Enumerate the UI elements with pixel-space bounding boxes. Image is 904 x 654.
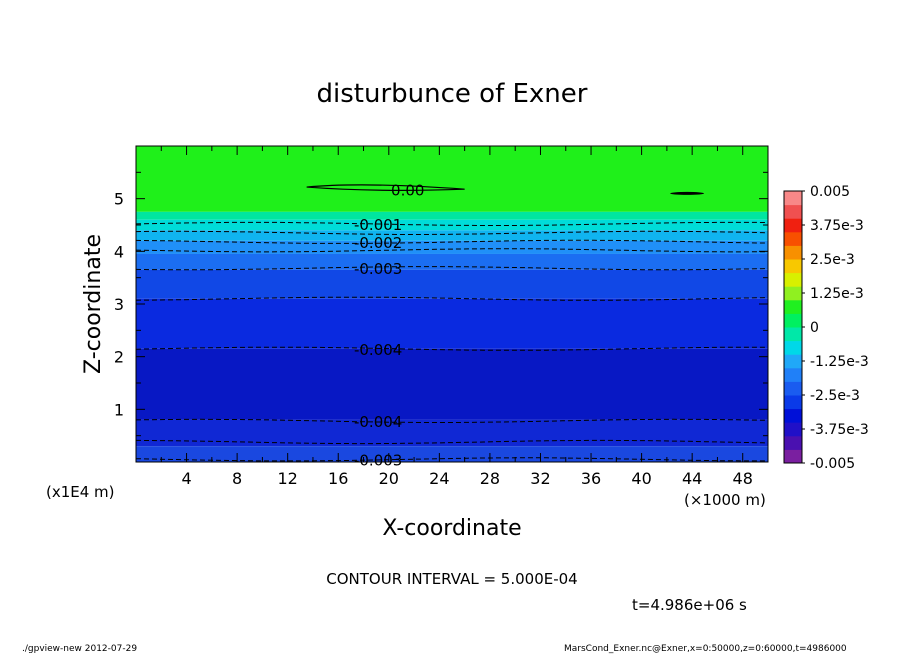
x-tick-label: 40 <box>631 469 651 488</box>
colorbar-segment <box>784 340 802 355</box>
footer-right: MarsCond_Exner.nc@Exner,x=0:50000,z=0:60… <box>564 644 847 654</box>
contour-label: -0.003 <box>354 451 402 469</box>
colorbar-segment <box>784 245 802 260</box>
y-tick-label: 1 <box>114 400 124 419</box>
colorbar-labels: 0.005 3.75e-3 2.5e-3 1.25e-3 0 -1.25e-3 -2.5e-… <box>802 184 869 472</box>
colorbar-segment <box>784 327 802 342</box>
colorbar <box>784 191 802 464</box>
colorbar-segment <box>784 259 802 274</box>
contour-interval-text: CONTOUR INTERVAL = 5.000E-04 <box>326 570 577 588</box>
contour-line <box>135 221 769 226</box>
y-tick-label: 5 <box>114 190 124 209</box>
colorbar-segment <box>784 435 802 450</box>
contour-line <box>135 239 769 244</box>
colorbar-label: 0 <box>810 320 819 336</box>
x-tick-label: 44 <box>682 469 702 488</box>
colorbar-label: 1.25e-3 <box>810 286 864 302</box>
contour-line <box>135 248 768 253</box>
color-band <box>136 269 768 299</box>
colorbar-label: -1.25e-3 <box>810 354 869 370</box>
x-tick-label: 16 <box>328 469 348 488</box>
contour-label: -0.001 <box>354 216 402 234</box>
colorbar-segment <box>784 381 802 396</box>
x-axis-title: X-coordinate <box>382 516 521 541</box>
color-band <box>136 211 768 220</box>
colorbar-segment <box>784 408 802 423</box>
x-tick-label: 8 <box>232 469 242 488</box>
colorbar-segment <box>784 272 802 287</box>
colorbar-segment <box>784 422 802 437</box>
contour-line <box>135 457 768 462</box>
colorbar-label: -0.005 <box>810 456 855 472</box>
x-tick-label: 36 <box>581 469 601 488</box>
colorbar-segment <box>784 354 802 369</box>
x-tick-label: 24 <box>429 469 449 488</box>
colorbar-segment <box>784 191 802 206</box>
colorbar-segment <box>784 286 802 301</box>
x-tick-label: 28 <box>480 469 500 488</box>
contour-lines: -0.001-0.002 -0.003 -0.004 -0.004 -0.003 <box>135 216 769 469</box>
y-tick-label: 4 <box>114 242 124 261</box>
contour-line <box>135 418 769 423</box>
zero-contours: 0.00 <box>306 181 705 199</box>
x-tick-label: 48 <box>733 469 753 488</box>
colorbar-label: 3.75e-3 <box>810 218 864 234</box>
chart-title: disturbunce of Exner <box>317 79 588 109</box>
color-band <box>136 240 768 254</box>
zero-contour-label: 0.00 <box>391 181 424 199</box>
contour-label: -0.004 <box>354 341 402 359</box>
y-tick-label: 3 <box>114 295 124 314</box>
time-text: t=4.986e+06 s <box>632 596 747 614</box>
contour-label: -0.004 <box>354 413 402 431</box>
x-tick-label: 4 <box>181 469 191 488</box>
color-band <box>136 348 768 420</box>
footer-left: ./gpview-new 2012-07-29 <box>22 644 137 654</box>
contour-line <box>135 230 769 235</box>
y-tick-label: 2 <box>114 348 124 367</box>
colorbar-segment <box>784 299 802 314</box>
color-band <box>136 230 768 241</box>
contour-line <box>135 266 769 271</box>
color-bands <box>136 146 768 462</box>
x-tick-label: 20 <box>379 469 399 488</box>
x-unit-label: (×1000 m) <box>684 491 766 509</box>
contour-label: -0.002 <box>354 234 402 252</box>
color-band <box>136 446 768 462</box>
y-unit-label: (x1E4 m) <box>46 483 115 501</box>
contour-line <box>135 296 769 301</box>
colorbar-segment <box>784 395 802 410</box>
colorbar-label: 2.5e-3 <box>810 252 855 268</box>
colorbar-label: -3.75e-3 <box>810 422 869 438</box>
x-tick-label: 12 <box>278 469 298 488</box>
x-ticks: 4 8 12 16 20 24 28 32 36 40 44 48 <box>135 146 769 488</box>
colorbar-segment <box>784 231 802 246</box>
colorbar-segment <box>784 367 802 382</box>
plot-area: -0.001-0.002 -0.003 -0.004 -0.004 -0.003 0.0… <box>114 145 769 488</box>
colorbar-label: 0.005 <box>810 184 850 200</box>
colorbar-segment <box>784 204 802 219</box>
y-ticks: 1 2 3 4 5 <box>114 145 768 463</box>
color-band <box>136 146 768 212</box>
contour-line <box>135 346 768 351</box>
color-band <box>136 253 768 270</box>
y-axis-title: Z-coordinate <box>81 234 106 374</box>
colorbar-segment <box>784 218 802 233</box>
colorbar-segment <box>784 449 802 464</box>
zero-contour <box>306 184 465 191</box>
contour-label: -0.003 <box>354 260 402 278</box>
contour-line <box>135 439 769 445</box>
zero-contour <box>670 191 705 195</box>
colorbar-label: -2.5e-3 <box>810 388 860 404</box>
colorbar-segment <box>784 313 802 328</box>
color-band <box>136 298 768 349</box>
x-tick-label: 32 <box>530 469 550 488</box>
